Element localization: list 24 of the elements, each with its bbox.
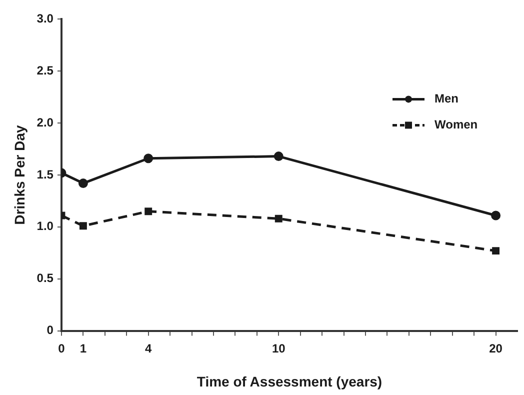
y-tick-label: 3.0 — [36, 12, 54, 26]
y-tick-label: 1.0 — [36, 219, 54, 234]
point — [492, 247, 500, 255]
point — [274, 152, 284, 162]
y-tick-label: 0 — [46, 323, 54, 338]
y-axis-title: Drinks Per Day — [11, 124, 28, 225]
legend-label: Women — [434, 118, 478, 132]
point — [144, 208, 152, 216]
x-tick-label: 10 — [272, 341, 286, 356]
point — [79, 222, 87, 230]
x-tick-label: 1 — [80, 341, 87, 356]
y-tick-label: 2.0 — [36, 115, 54, 130]
y-tick-label: 1.5 — [36, 167, 54, 182]
x-axis-title: Time of Assessment (years) — [196, 373, 382, 390]
point — [491, 210, 501, 220]
point — [274, 214, 282, 222]
x-tick-label: 0 — [58, 341, 66, 356]
y-tick-label: 2.5 — [36, 63, 54, 78]
point — [78, 178, 88, 188]
x-tick-label: 4 — [145, 341, 152, 356]
point — [144, 154, 154, 164]
legend-label: Men — [434, 92, 458, 106]
y-tick-label: 0.5 — [36, 271, 54, 286]
x-tick-label: 20 — [489, 341, 503, 356]
